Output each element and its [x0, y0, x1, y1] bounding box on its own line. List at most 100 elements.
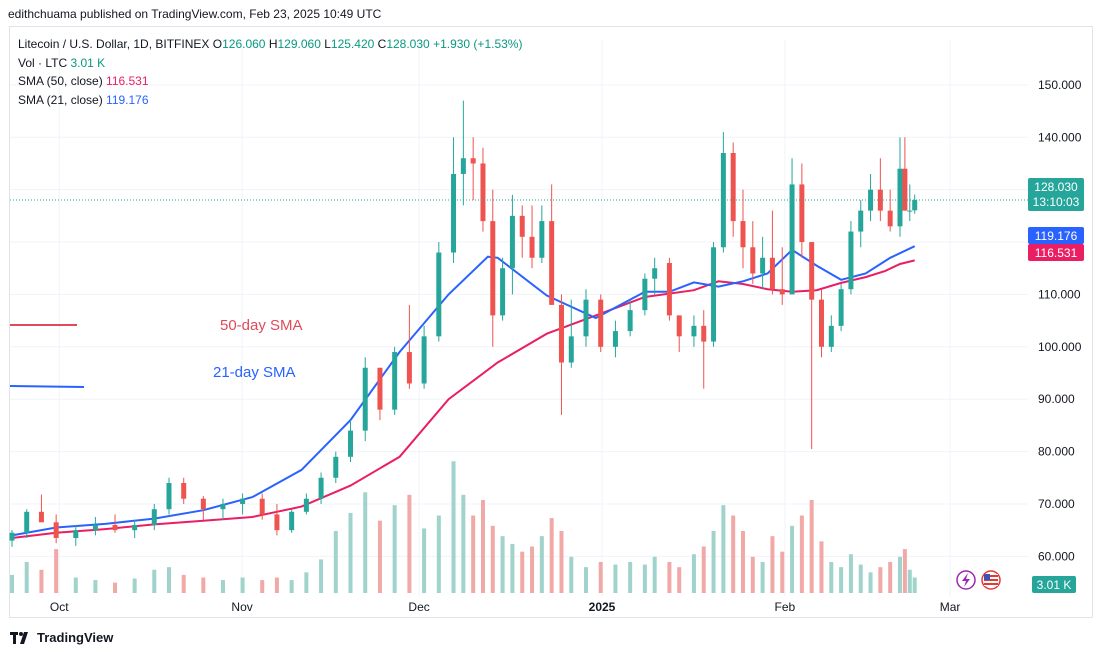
candle-body [529, 236, 535, 258]
candle[interactable] [92, 517, 98, 536]
candle[interactable] [470, 137, 476, 201]
candle[interactable] [627, 299, 633, 337]
candle[interactable] [132, 519, 138, 538]
candle[interactable] [289, 509, 295, 533]
candle[interactable] [676, 315, 682, 353]
candle[interactable] [848, 221, 854, 295]
candle[interactable] [642, 273, 648, 316]
candle[interactable] [73, 524, 79, 546]
candle[interactable] [24, 509, 30, 538]
candle[interactable] [858, 200, 864, 248]
sma21-label[interactable]: SMA (21, close) [18, 92, 103, 107]
volume-badge-value: 3.01 K [1037, 578, 1072, 592]
candle[interactable] [240, 493, 246, 515]
candle[interactable] [897, 137, 903, 237]
candle[interactable] [220, 498, 226, 520]
volume-bar [471, 515, 476, 593]
candle[interactable] [799, 163, 805, 258]
candle[interactable] [181, 477, 187, 504]
volume-bar [731, 515, 736, 593]
candle[interactable] [652, 257, 658, 295]
candle-body [53, 522, 59, 538]
candle[interactable] [436, 242, 442, 342]
candle[interactable] [151, 503, 157, 531]
candle[interactable] [612, 320, 618, 358]
candle[interactable] [112, 514, 118, 533]
candle[interactable] [421, 325, 427, 389]
tradingview-footer[interactable]: TradingView [10, 630, 113, 645]
candle-body [838, 289, 844, 326]
candle[interactable] [720, 132, 726, 253]
candle-body [789, 184, 795, 295]
symbol-name[interactable]: Litecoin / U.S. Dollar, 1D, BITFINEX [18, 37, 210, 51]
candle[interactable] [333, 451, 339, 483]
candle-body [303, 498, 309, 512]
x-tick-label: 2025 [589, 600, 616, 614]
candle[interactable] [519, 205, 525, 258]
volume-bar [24, 562, 29, 593]
candle[interactable] [666, 257, 672, 321]
candle[interactable] [303, 493, 309, 515]
candle[interactable] [558, 294, 564, 415]
volume-bar [760, 562, 765, 593]
candle[interactable] [362, 357, 368, 442]
candle[interactable] [691, 315, 697, 347]
candle[interactable] [711, 242, 717, 347]
volume-badge [1032, 576, 1076, 593]
volume-label[interactable]: Vol · LTC [18, 55, 68, 70]
candle[interactable] [740, 189, 746, 269]
candle[interactable] [760, 236, 766, 290]
candle-body [887, 210, 893, 227]
candle[interactable] [406, 304, 412, 389]
sma50-label[interactable]: SMA (50, close) [18, 74, 103, 88]
volume-bar [240, 577, 245, 593]
candle[interactable] [9, 530, 15, 547]
candle[interactable] [259, 493, 265, 520]
sma50-badge-value: 116.531 [1035, 246, 1078, 260]
candle[interactable] [274, 503, 280, 536]
candle[interactable] [868, 173, 874, 222]
candle[interactable] [828, 315, 834, 353]
candle[interactable] [500, 257, 506, 321]
candle[interactable] [490, 189, 496, 347]
candle[interactable] [598, 294, 604, 353]
candle[interactable] [38, 494, 44, 523]
candle[interactable] [200, 496, 206, 520]
candle[interactable] [902, 137, 908, 211]
lightning-icon[interactable] [956, 570, 976, 590]
candle-body [818, 299, 824, 347]
sma21-annotation-line [9, 385, 85, 388]
candle[interactable] [568, 299, 574, 368]
candle[interactable] [348, 420, 354, 463]
volume-bar [166, 567, 171, 593]
us-flag-icon[interactable] [981, 570, 1001, 590]
candle[interactable] [166, 477, 172, 515]
candle[interactable] [549, 184, 555, 305]
candle[interactable] [53, 514, 59, 544]
candle[interactable] [701, 310, 707, 389]
candle[interactable] [583, 289, 589, 347]
candle[interactable] [877, 158, 883, 222]
candle[interactable] [907, 184, 913, 222]
candle[interactable] [730, 142, 736, 237]
candle[interactable] [318, 472, 324, 504]
candle[interactable] [912, 194, 918, 214]
candle[interactable] [818, 289, 824, 358]
candle[interactable] [838, 283, 844, 332]
candle[interactable] [769, 210, 775, 295]
candle[interactable] [392, 346, 398, 415]
candle[interactable] [539, 205, 545, 263]
candle[interactable] [509, 194, 515, 295]
y-tick-label: 150.000 [1038, 78, 1082, 92]
candle[interactable] [779, 247, 785, 305]
candle[interactable] [809, 242, 815, 449]
candle[interactable] [887, 189, 893, 232]
candle[interactable] [789, 158, 795, 295]
candle[interactable] [750, 221, 756, 284]
candle[interactable] [480, 147, 486, 232]
candle[interactable] [460, 100, 466, 206]
candle[interactable] [377, 367, 383, 421]
candle[interactable] [451, 137, 457, 263]
candle[interactable] [529, 205, 535, 269]
